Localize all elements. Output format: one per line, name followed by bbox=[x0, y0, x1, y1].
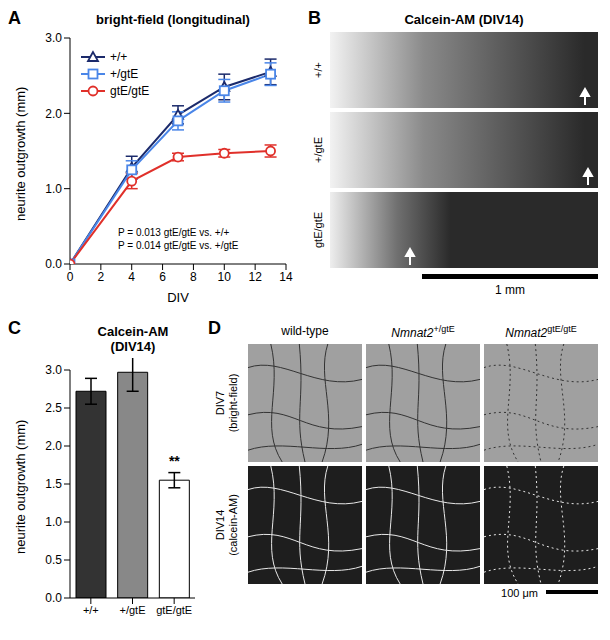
svg-text:**: ** bbox=[169, 453, 180, 469]
svg-text:10: 10 bbox=[218, 270, 232, 284]
svg-text:2.0: 2.0 bbox=[45, 439, 62, 453]
svg-text:2.5: 2.5 bbox=[45, 401, 62, 415]
svg-text:100 μm: 100 μm bbox=[501, 587, 538, 599]
svg-text:gtE/gtE: gtE/gtE bbox=[312, 212, 324, 248]
svg-text:neurite outgrowth (mm): neurite outgrowth (mm) bbox=[13, 420, 28, 554]
html-text:P = 0.014 gtE/gtE vs. +/gtE: P = 0.014 gtE/gtE vs. +/gtE bbox=[118, 240, 239, 251]
svg-text:1.0: 1.0 bbox=[45, 515, 62, 529]
svg-text:0.0: 0.0 bbox=[45, 591, 62, 605]
svg-text:DIV: DIV bbox=[167, 290, 189, 305]
svg-text:0: 0 bbox=[67, 270, 74, 284]
html-text:P = 0.013 gtE/gtE vs. +/+: P = 0.013 gtE/gtE vs. +/+ bbox=[118, 227, 230, 238]
svg-text:2: 2 bbox=[98, 270, 105, 284]
svg-text:0.0: 0.0 bbox=[45, 257, 62, 271]
svg-text:1.0: 1.0 bbox=[45, 182, 62, 196]
html-text:wild-type: wild-type bbox=[281, 324, 329, 338]
svg-text:3.0: 3.0 bbox=[45, 363, 62, 377]
html-text:(DIV14): (DIV14) bbox=[110, 339, 156, 354]
svg-text:6: 6 bbox=[159, 270, 166, 284]
html-text:Nmnat2+/gtE: Nmnat2+/gtE bbox=[391, 324, 455, 340]
html-text:C: C bbox=[8, 318, 21, 338]
html-text:gtE/gtE: gtE/gtE bbox=[110, 83, 150, 98]
svg-text:+/+: +/+ bbox=[83, 604, 99, 616]
html-text:Calcein-AM (DIV14): Calcein-AM (DIV14) bbox=[404, 12, 524, 27]
svg-text:4: 4 bbox=[128, 270, 135, 284]
svg-text:14: 14 bbox=[279, 270, 293, 284]
html-text:Calcein-AM: Calcein-AM bbox=[97, 324, 169, 339]
svg-text:+/gtE: +/gtE bbox=[120, 604, 146, 616]
svg-text:DIV14(calcein-AM): DIV14(calcein-AM) bbox=[214, 494, 239, 556]
svg-text:1.5: 1.5 bbox=[45, 477, 62, 491]
svg-text:12: 12 bbox=[248, 270, 262, 284]
html-text:B: B bbox=[308, 8, 321, 28]
html-text:A: A bbox=[8, 8, 21, 28]
html-text:bright-field (longitudinal): bright-field (longitudinal) bbox=[96, 12, 250, 27]
svg-text:neurite outgrowth (mm): neurite outgrowth (mm) bbox=[13, 87, 28, 221]
svg-text:+/gtE: +/gtE bbox=[312, 137, 324, 163]
html-text:+/gtE: +/gtE bbox=[110, 66, 139, 81]
html-text:Nmnat2gtE/gtE: Nmnat2gtE/gtE bbox=[505, 324, 577, 340]
svg-text:3.0: 3.0 bbox=[45, 31, 62, 45]
html-text:D: D bbox=[208, 318, 221, 338]
svg-text:1 mm: 1 mm bbox=[495, 283, 525, 297]
svg-text:DIV7(bright-field): DIV7(bright-field) bbox=[214, 374, 239, 433]
svg-text:2.0: 2.0 bbox=[45, 107, 62, 121]
svg-text:0.5: 0.5 bbox=[45, 553, 62, 567]
svg-text:gtE/gtE: gtE/gtE bbox=[156, 604, 192, 616]
svg-text:+/+: +/+ bbox=[312, 62, 324, 78]
svg-text:8: 8 bbox=[190, 270, 197, 284]
